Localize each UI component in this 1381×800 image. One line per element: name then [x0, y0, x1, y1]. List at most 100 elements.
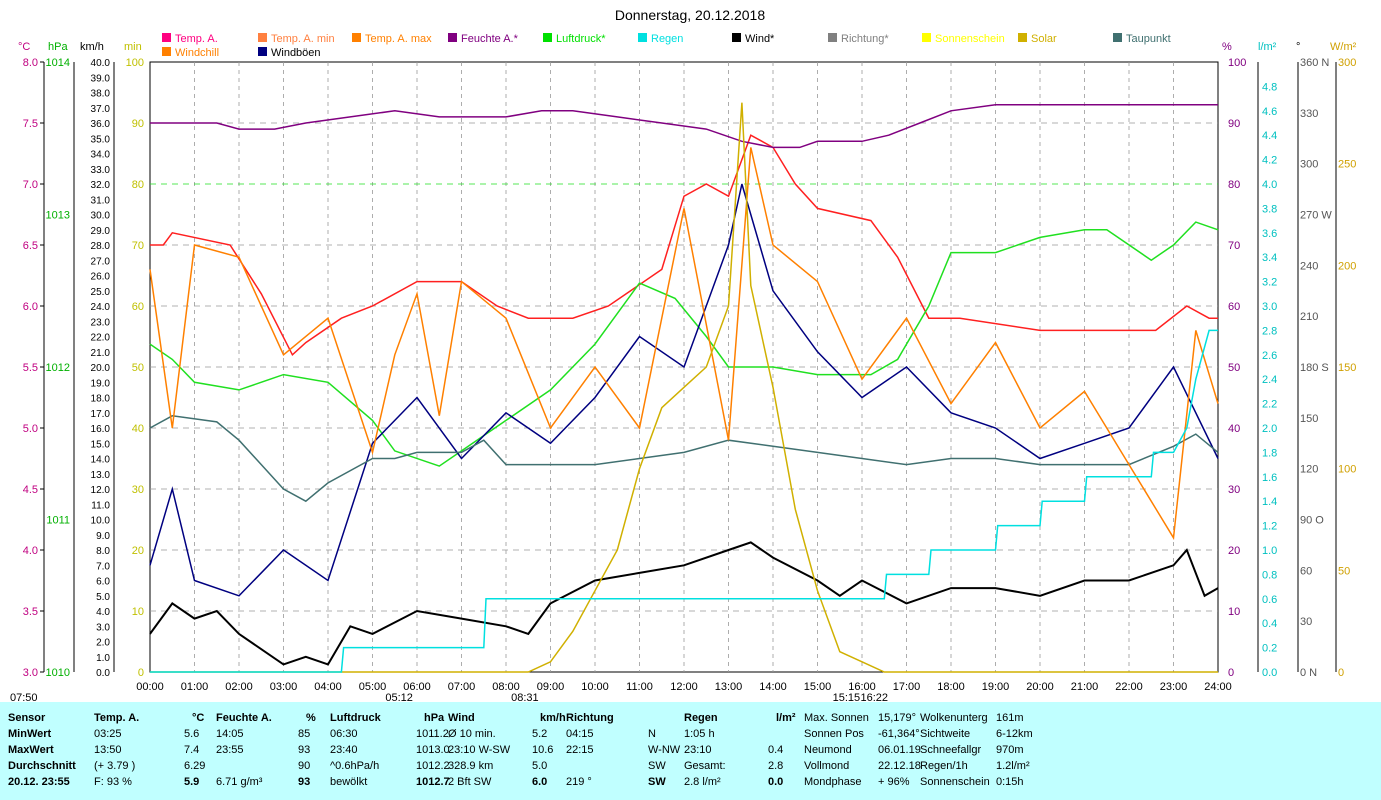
- stats-pressure-value: 1011.2: [416, 728, 449, 740]
- stats-astro-label: Sonnen Pos: [804, 728, 864, 740]
- stats-weather-value: 970m: [996, 744, 1024, 756]
- legend-swatch: [732, 33, 741, 42]
- wind-tick-label: 16.0: [91, 424, 111, 435]
- legend-label: Regen: [651, 33, 683, 45]
- stats-weather-label: Wolkenunterg: [920, 712, 988, 724]
- rain-axis-unit: l/m²: [1258, 41, 1277, 53]
- humidity-tick-label: 10: [1228, 606, 1240, 618]
- wind-tick-label: 8.0: [96, 546, 110, 557]
- x-tick-label: 13:00: [715, 681, 743, 693]
- rain-tick-label: 1.4: [1262, 496, 1277, 508]
- pressure-tick-label: 1010: [46, 667, 70, 679]
- wind-tick-label: 14.0: [91, 455, 111, 466]
- legend-swatch: [162, 33, 171, 42]
- pressure-axis-unit: hPa: [48, 41, 68, 53]
- stats-temp-header: Temp. A.: [94, 712, 140, 724]
- stats-wind-value: 5.2: [532, 728, 548, 740]
- direction-tick-label: 150: [1300, 413, 1318, 425]
- chart-title: Donnerstag, 20.12.2018: [615, 7, 765, 23]
- direction-tick-label: 210: [1300, 311, 1318, 323]
- temp-axis-unit: °C: [18, 41, 30, 53]
- humidity-tick-label: 60: [1228, 301, 1240, 313]
- series-line-taupunkt: [149, 415, 1219, 503]
- stats-direction-time: 04:15: [566, 728, 594, 740]
- direction-tick-label: 300: [1300, 159, 1318, 171]
- rain-tick-label: 4.8: [1262, 81, 1277, 93]
- direction-tick-label: 270 W: [1300, 210, 1332, 222]
- direction-tick-label: 60: [1300, 565, 1312, 577]
- stats-rain-time: 2.8 l/m²: [684, 776, 721, 788]
- stats-row-label: MaxWert: [8, 744, 54, 756]
- rain-tick-label: 3.8: [1262, 203, 1277, 215]
- stats-astro-label: Vollmond: [804, 760, 850, 772]
- wind-tick-label: 26.0: [91, 272, 111, 283]
- x-tick-label: 09:00: [537, 681, 565, 693]
- stats-weather-value: 1.2l/m²: [996, 760, 1030, 772]
- minutes-tick-label: 100: [126, 57, 144, 69]
- solar-axis-unit: W/m²: [1330, 41, 1357, 53]
- wind-tick-label: 34.0: [91, 150, 111, 161]
- stats-astro-value: 06.01.19: [878, 744, 921, 756]
- pressure-tick-label: 1013: [46, 210, 70, 222]
- wind-tick-label: 21.0: [91, 348, 111, 359]
- solar-tick-label: 150: [1338, 362, 1356, 374]
- x-tick-label: 23:00: [1160, 681, 1188, 693]
- stats-pressure-time: bewölkt: [330, 776, 368, 788]
- legend-swatch: [828, 33, 837, 42]
- legend-swatch: [352, 33, 361, 42]
- x-tick-label: 01:00: [181, 681, 209, 693]
- wind-tick-label: 18.0: [91, 394, 111, 405]
- humidity-tick-label: 90: [1228, 118, 1240, 130]
- x-tick-label: 10:00: [581, 681, 609, 693]
- legend-label: Temp. A. max: [365, 33, 432, 45]
- statistics-panel: Sensor MinWert MaxWert Durchschnitt 20.1…: [0, 702, 1381, 800]
- rain-tick-label: 4.4: [1262, 130, 1277, 142]
- rain-tick-label: 2.6: [1262, 350, 1277, 362]
- x-tick-label: 04:00: [314, 681, 342, 693]
- wind-tick-label: 22.0: [91, 333, 111, 344]
- legend-label: Feuchte A.*: [461, 33, 519, 45]
- legend-label: Luftdruck*: [556, 33, 606, 45]
- humidity-tick-label: 0: [1228, 667, 1234, 679]
- stats-astro-value: 22.12.18: [878, 760, 921, 772]
- x-tick-label: 17:00: [893, 681, 921, 693]
- stats-direction-value: N: [648, 728, 656, 740]
- wind-tick-label: 28.0: [91, 241, 111, 252]
- stats-pressure-value: 1012.7: [416, 776, 450, 788]
- wind-tick-label: 4.0: [96, 607, 110, 618]
- x-tick-label: 07:00: [448, 681, 476, 693]
- rain-tick-label: 0.6: [1262, 594, 1277, 606]
- stats-direction-time: 219 °: [566, 776, 592, 788]
- legend-label: Sonnenschein: [935, 33, 1005, 45]
- x-tick-label: 08:00: [492, 681, 520, 693]
- wind-tick-label: 6.0: [96, 577, 110, 588]
- minutes-tick-label: 10: [132, 606, 144, 618]
- stats-wind-time: 23:10 W-SW: [448, 744, 511, 756]
- temp-tick-label: 8.0: [23, 57, 38, 69]
- stats-direction-value: W-NW: [648, 744, 681, 756]
- stats-humidity-value: 93: [298, 776, 311, 788]
- stats-humidity-time: 14:05: [216, 728, 244, 740]
- stats-rain-header: Regen: [684, 712, 718, 724]
- humidity-tick-label: 20: [1228, 545, 1240, 557]
- direction-tick-label: 30: [1300, 616, 1312, 628]
- minutes-tick-label: 90: [132, 118, 144, 130]
- series-line-temp-a-: [150, 134, 1218, 357]
- rain-tick-label: 4.0: [1262, 179, 1277, 191]
- solar-tick-label: 250: [1338, 159, 1356, 171]
- stats-weather-value: 6-12km: [996, 728, 1033, 740]
- wind-tick-label: 27.0: [91, 256, 111, 267]
- solar-tick-label: 100: [1338, 464, 1356, 476]
- stats-pressure-value: 1012.2: [416, 760, 450, 772]
- x-tick-label: 02:00: [225, 681, 253, 693]
- rain-tick-label: 2.4: [1262, 374, 1277, 386]
- wind-tick-label: 24.0: [91, 302, 111, 313]
- stats-wind-time: 2 Bft SW: [448, 776, 492, 788]
- legend-label: Temp. A.: [175, 33, 218, 45]
- stats-pressure-unit: hPa: [424, 712, 445, 724]
- rain-tick-label: 4.2: [1262, 155, 1277, 167]
- stats-rain-value: 2.8: [768, 760, 784, 772]
- minutes-tick-label: 0: [138, 667, 144, 679]
- stats-wind-value: 5.0: [532, 760, 548, 772]
- wind-tick-label: 7.0: [96, 561, 110, 572]
